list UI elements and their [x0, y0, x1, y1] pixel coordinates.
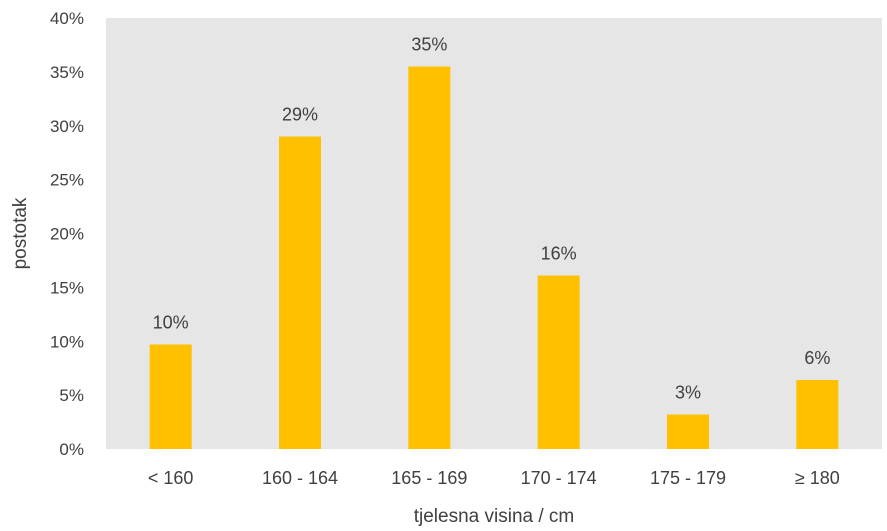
x-category-label: 160 - 164: [262, 468, 338, 488]
y-tick-label: 5%: [59, 386, 84, 405]
bar-data-label: 35%: [411, 34, 447, 54]
bar: [667, 415, 709, 449]
bar: [279, 137, 321, 449]
bar-data-label: 29%: [282, 105, 318, 125]
plot-area-background: [106, 18, 882, 449]
x-axis-category-labels: < 160 160 - 164 165 - 169 170 - 174 175 - 17…: [148, 468, 840, 488]
bar-data-label: 16%: [541, 244, 577, 264]
x-category-label: 170 - 174: [521, 468, 597, 488]
y-axis-ticks: 0% 5% 10% 15% 20% 25% 30% 35% 40%: [50, 9, 84, 459]
x-category-label: < 160: [148, 468, 194, 488]
x-category-label: 175 - 179: [650, 468, 726, 488]
y-tick-label: 25%: [50, 171, 84, 190]
y-tick-label: 30%: [50, 117, 84, 136]
bar: [796, 380, 838, 449]
bar-data-label: 10%: [153, 312, 189, 332]
x-axis-title: tjelesna visina / cm: [414, 506, 575, 527]
bar: [150, 344, 192, 449]
bar: [408, 66, 450, 449]
y-tick-label: 15%: [50, 278, 84, 297]
y-tick-label: 20%: [50, 225, 84, 244]
bar-data-label: 6%: [804, 348, 830, 368]
bar: [538, 276, 580, 449]
bar-data-label: 3%: [675, 383, 701, 403]
x-category-label: 165 - 169: [391, 468, 467, 488]
y-tick-label: 0%: [59, 440, 84, 459]
y-tick-label: 35%: [50, 63, 84, 82]
y-tick-label: 40%: [50, 9, 84, 28]
y-tick-label: 10%: [50, 332, 84, 351]
x-category-label: ≥ 180: [795, 468, 840, 488]
y-axis-title: postotak: [10, 197, 31, 269]
